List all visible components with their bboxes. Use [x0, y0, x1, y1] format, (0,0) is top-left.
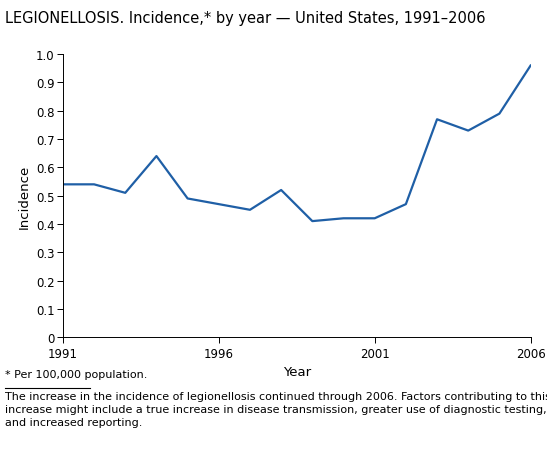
Text: The increase in the incidence of legionellosis continued through 2006. Factors c: The increase in the incidence of legione…	[5, 391, 547, 427]
X-axis label: Year: Year	[283, 365, 311, 379]
Y-axis label: Incidence: Incidence	[18, 164, 31, 228]
Text: LEGIONELLOSIS. Incidence,* by year — United States, 1991–2006: LEGIONELLOSIS. Incidence,* by year — Uni…	[5, 11, 486, 27]
Text: * Per 100,000 population.: * Per 100,000 population.	[5, 369, 148, 380]
